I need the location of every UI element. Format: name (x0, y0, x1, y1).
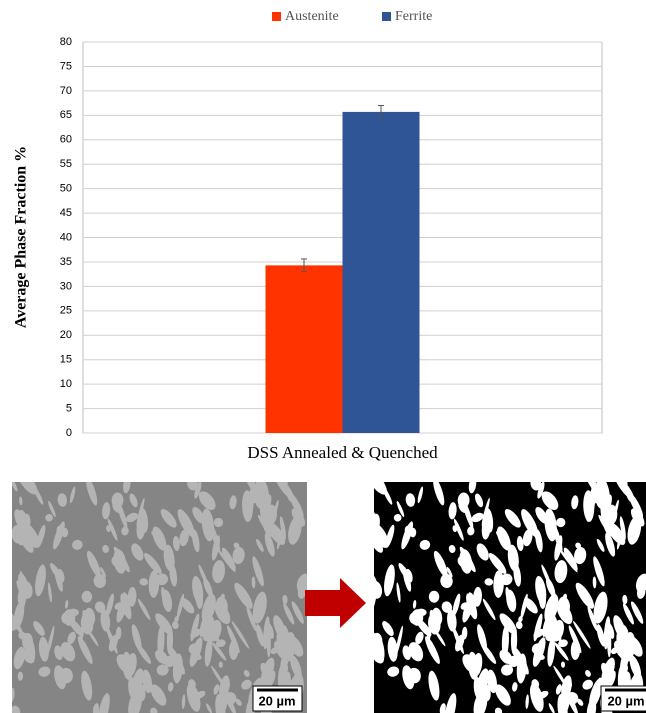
y-tick-label: 25 (60, 305, 72, 317)
legend-label: Ferrite (395, 9, 432, 24)
y-tick-label: 40 (60, 231, 72, 243)
y-tick-label: 80 (60, 36, 72, 48)
micrograph-edge (362, 482, 374, 713)
y-tick-label: 65 (60, 109, 72, 121)
micrograph-original (4, 467, 312, 713)
y-tick-label: 45 (60, 207, 72, 219)
legend-swatch (382, 12, 391, 21)
y-tick-label: 70 (60, 85, 72, 97)
y-tick-label: 35 (60, 256, 72, 268)
x-tick-label: DSS Annealed & Quenched (247, 443, 438, 462)
y-tick-label: 15 (60, 354, 72, 366)
scale-label: 20 µm (258, 693, 295, 708)
arrow (305, 578, 366, 628)
y-tick-label: 20 (60, 329, 72, 341)
scale-label: 20 µm (607, 693, 644, 708)
y-tick-label: 75 (60, 60, 72, 72)
y-tick-label: 5 (66, 402, 72, 414)
y-tick-label: 10 (60, 378, 72, 390)
y-axis-label: Average Phase Fraction % (13, 146, 30, 328)
y-tick-label: 50 (60, 183, 72, 195)
y-tick-label: 30 (60, 280, 72, 292)
phase-grain (18, 672, 23, 681)
y-tick-label: 0 (66, 427, 72, 439)
legend-label: Austenite (285, 9, 339, 24)
micrograph-binary (354, 467, 646, 713)
y-tick-label: 60 (60, 134, 72, 146)
bar (343, 112, 420, 433)
bar (266, 265, 343, 433)
legend-swatch (272, 12, 281, 21)
y-tick-label: 55 (60, 158, 72, 170)
